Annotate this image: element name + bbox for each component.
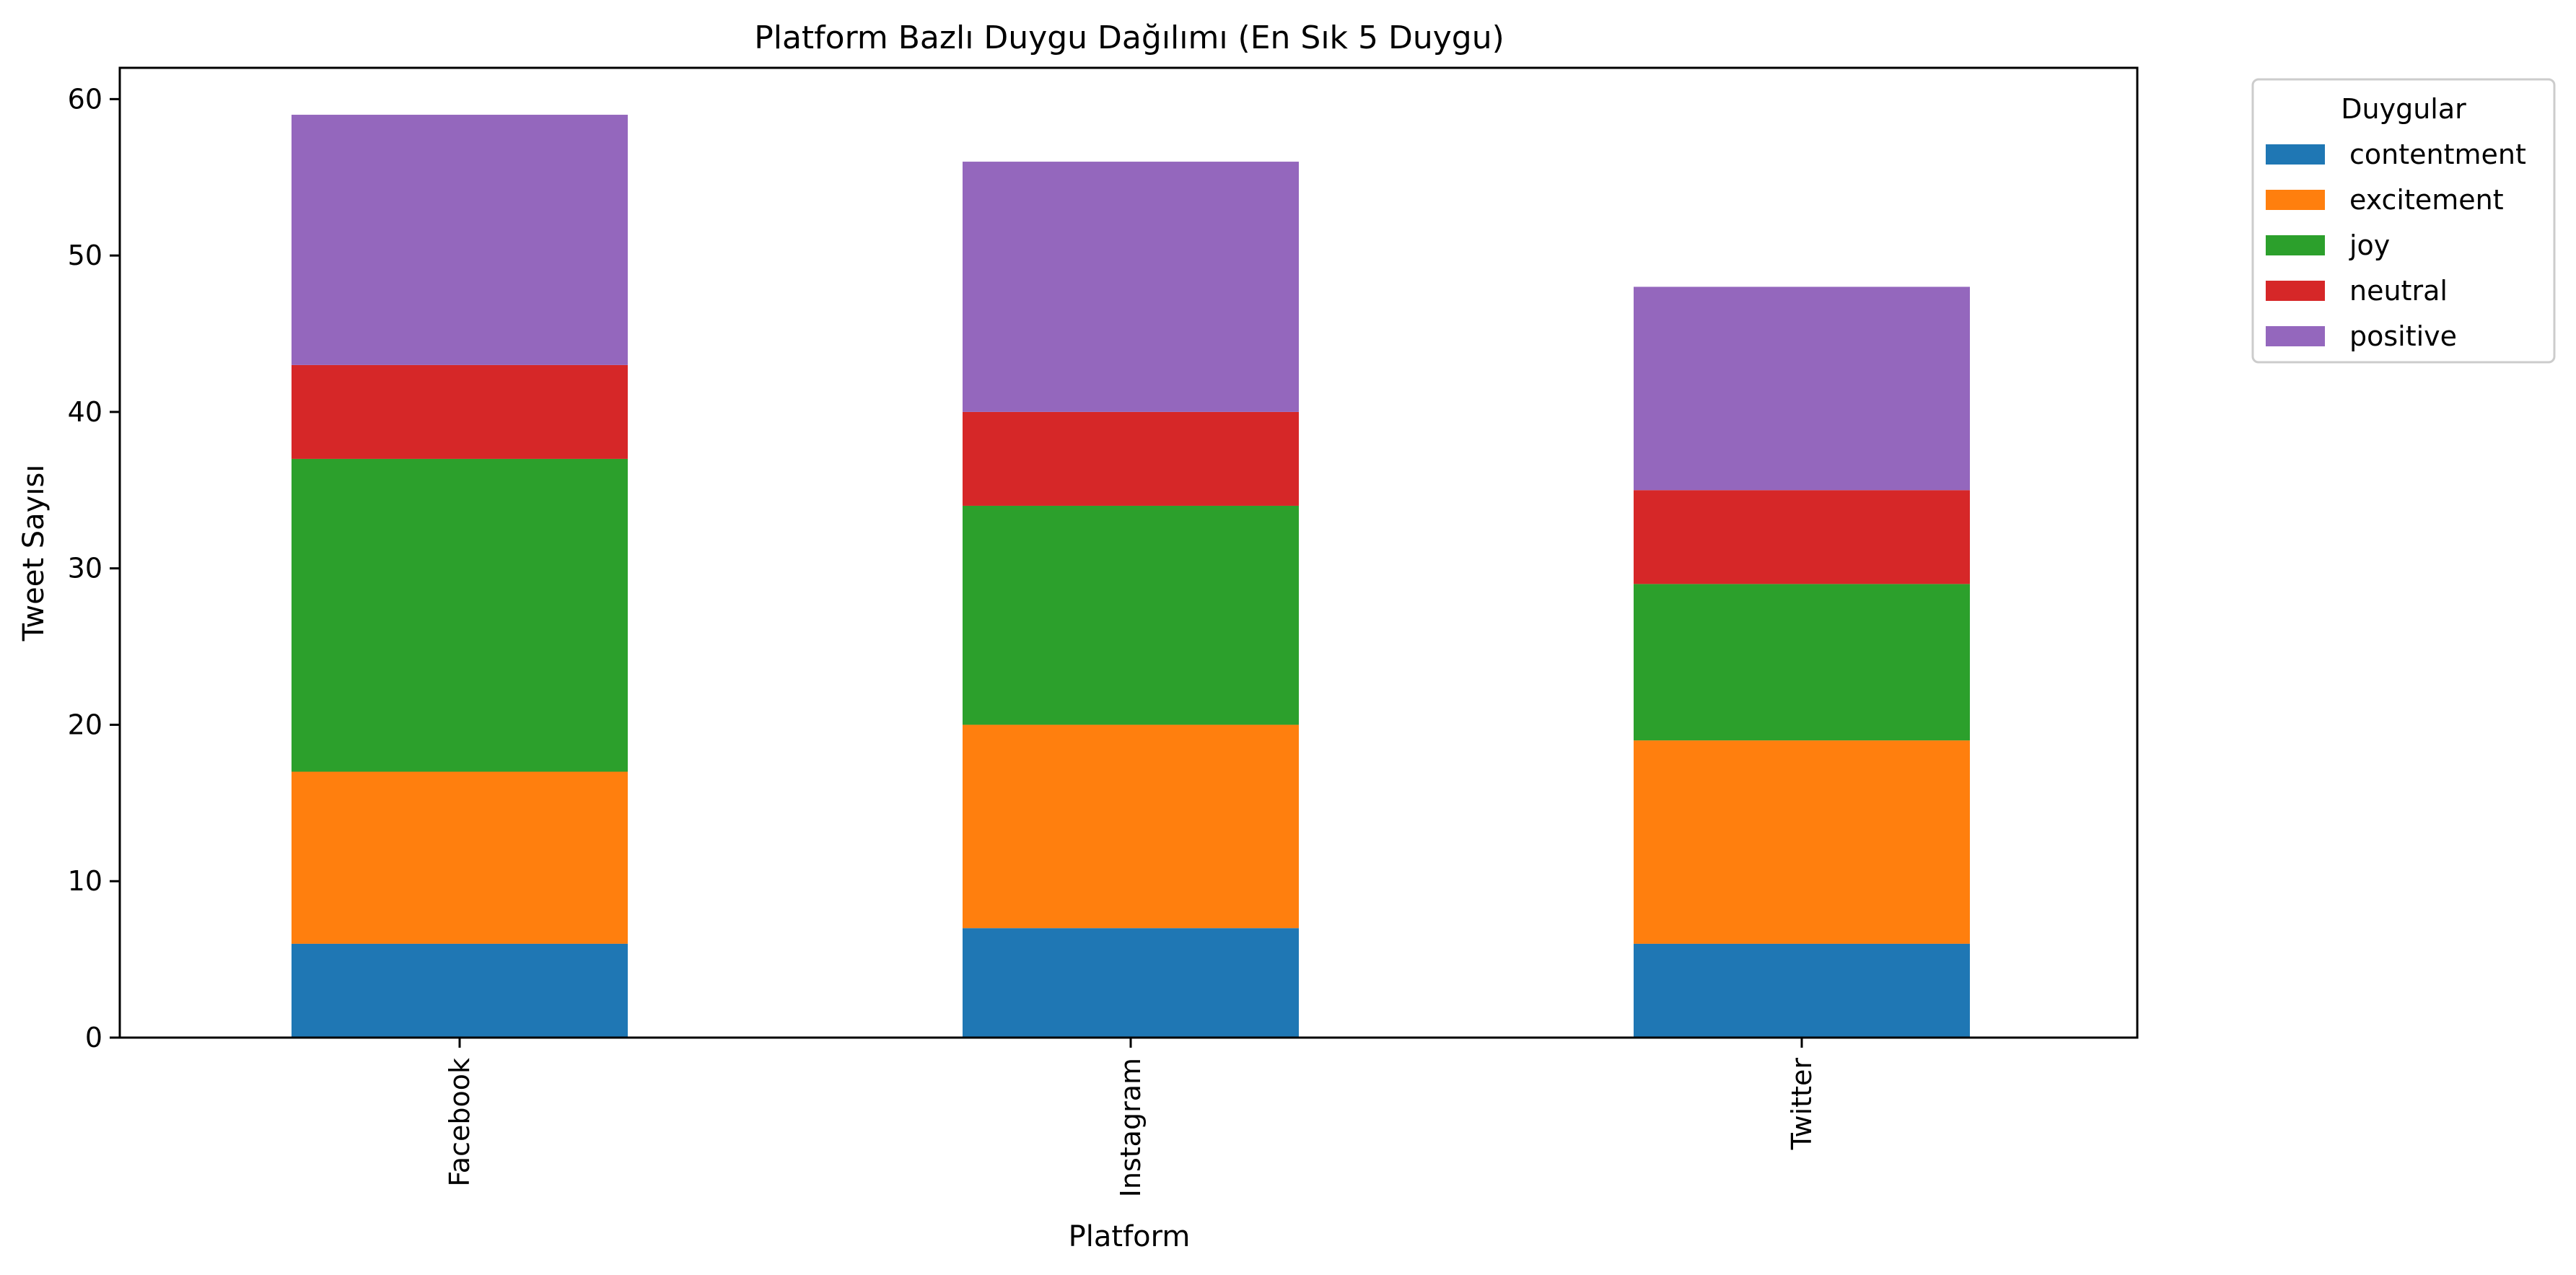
x-axis-label: Platform <box>1069 1220 1191 1253</box>
y-tick-label: 60 <box>68 83 102 115</box>
legend-label-joy: joy <box>2349 229 2390 261</box>
y-tick-label: 10 <box>68 865 102 897</box>
y-axis: 0 10 20 30 40 50 60 <box>68 83 120 1053</box>
bar-instagram-excitement <box>963 724 1299 929</box>
legend-label-positive: positive <box>2349 320 2457 352</box>
y-tick-label: 30 <box>68 553 102 584</box>
legend-title: Duygular <box>2341 93 2466 125</box>
bar-instagram-joy <box>963 505 1299 725</box>
legend-swatch-positive <box>2266 326 2325 346</box>
bar-instagram-contentment <box>963 928 1299 1038</box>
bar-facebook-neutral <box>292 364 628 459</box>
bar-twitter-positive <box>1634 286 1970 491</box>
x-tick-label-facebook: Facebook <box>444 1058 476 1187</box>
x-tick-label-instagram: Instagram <box>1115 1058 1147 1197</box>
bar-facebook-excitement <box>292 771 628 944</box>
bar-twitter-neutral <box>1634 490 1970 584</box>
y-tick-label: 50 <box>68 240 102 271</box>
x-tick-label-twitter: Twitter <box>1786 1058 1818 1151</box>
x-axis: Facebook Instagram Twitter <box>444 1038 1818 1197</box>
bar-facebook-contentment <box>292 943 628 1038</box>
bar-facebook-joy <box>292 458 628 772</box>
bars-layer <box>292 115 1970 1038</box>
bar-twitter-excitement <box>1634 740 1970 944</box>
legend-items: contentment excitement joy neutral positive <box>2266 139 2526 352</box>
legend-label-excitement: excitement <box>2349 184 2504 216</box>
legend-swatch-joy <box>2266 235 2325 255</box>
y-axis-label: Tweet Sayısı <box>17 465 51 642</box>
bar-facebook-positive <box>292 115 628 365</box>
legend: Duygular contentment excitement joy neutral… <box>2251 78 2556 364</box>
y-tick-label: 20 <box>68 709 102 740</box>
legend-swatch-contentment <box>2266 144 2325 165</box>
legend-swatch-excitement <box>2266 190 2325 210</box>
bar-twitter-contentment <box>1634 943 1970 1038</box>
bar-instagram-positive <box>963 162 1299 412</box>
chart-title: Platform Bazlı Duygu Dağılımı (En Sık 5 … <box>754 19 1504 56</box>
y-tick-label: 0 <box>85 1022 102 1053</box>
y-tick-label: 40 <box>68 396 102 428</box>
plot-frame <box>118 66 2139 1039</box>
bar-instagram-neutral <box>963 411 1299 506</box>
legend-label-neutral: neutral <box>2349 275 2448 307</box>
legend-swatch-neutral <box>2266 281 2325 301</box>
legend-frame <box>2251 78 2556 364</box>
bar-twitter-joy <box>1634 584 1970 741</box>
legend-label-contentment: contentment <box>2349 139 2526 170</box>
